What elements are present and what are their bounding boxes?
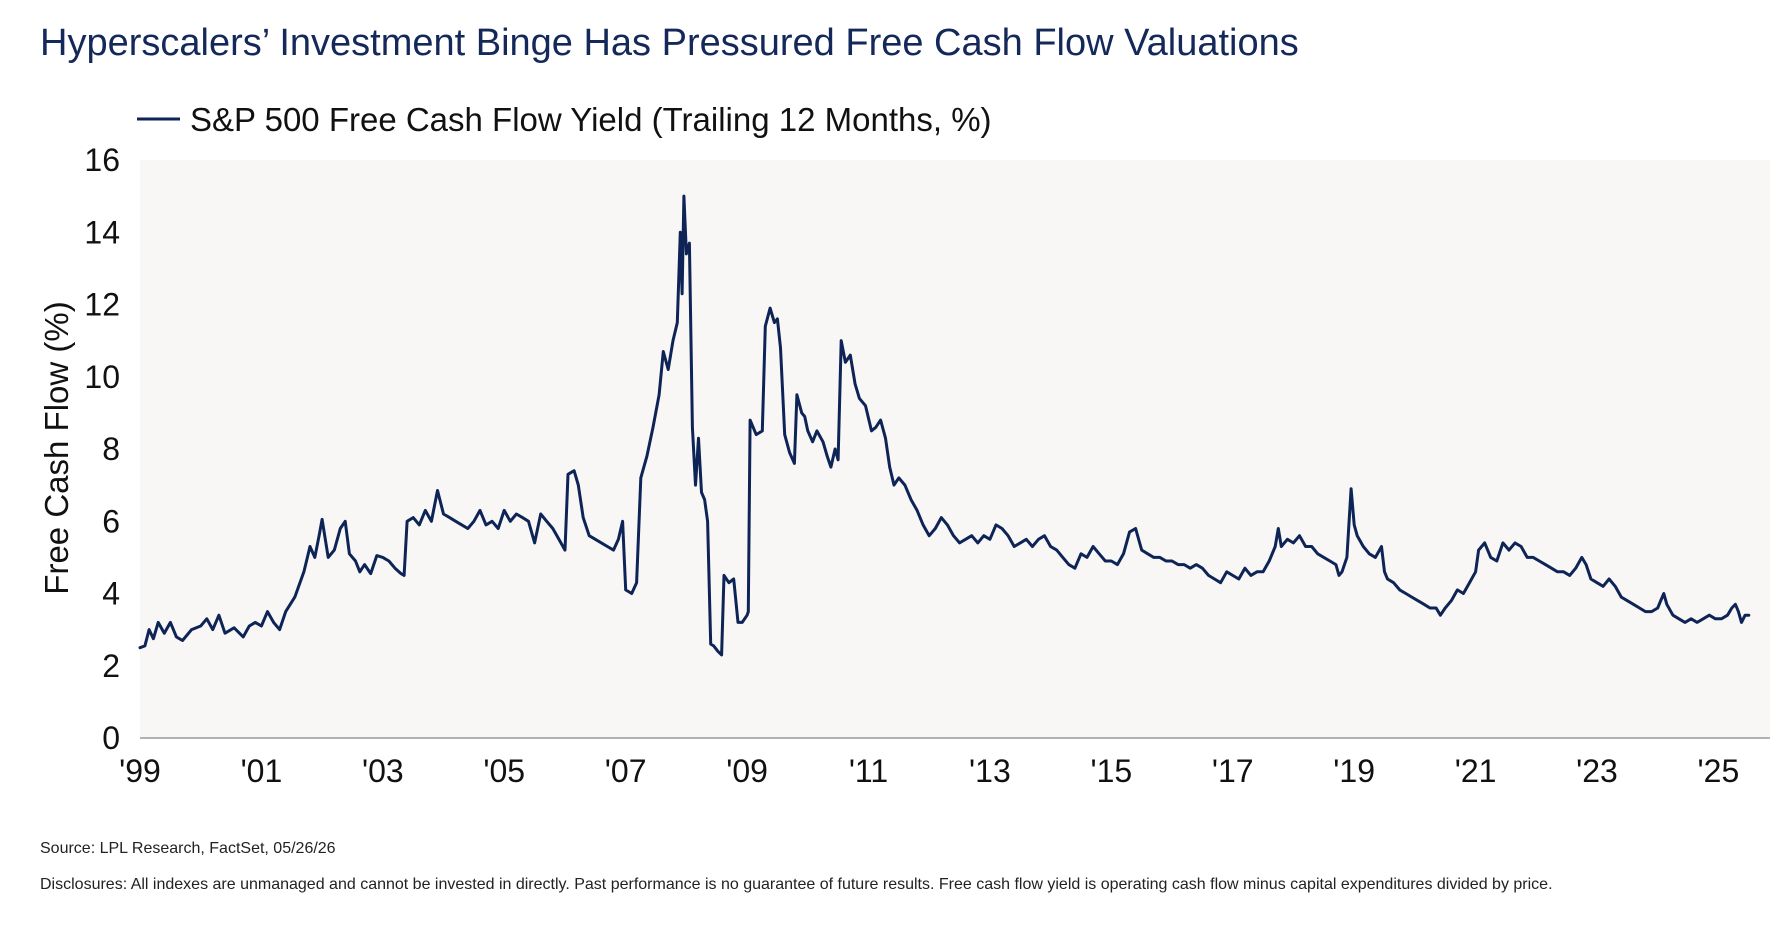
y-tick-label: 2 <box>102 648 120 684</box>
y-axis-ticks: 0 2 4 6 8 10 12 14 16 <box>84 142 120 756</box>
x-tick-label: '99 <box>119 753 161 789</box>
x-tick-label: '07 <box>605 753 647 789</box>
y-tick-label: 6 <box>102 503 120 539</box>
x-tick-label: '05 <box>483 753 525 789</box>
legend-label: S&P 500 Free Cash Flow Yield (Trailing 1… <box>190 101 992 138</box>
x-tick-label: '11 <box>849 753 888 789</box>
x-tick-label: '09 <box>726 753 768 789</box>
x-tick-label: '15 <box>1090 753 1132 789</box>
plot-area <box>140 160 1770 738</box>
y-tick-label: 14 <box>84 214 120 250</box>
x-tick-label: '21 <box>1455 753 1497 789</box>
y-tick-label: 4 <box>102 576 120 612</box>
x-axis-ticks: '99 '01 '03 '05 '07 '09 '11 '13 '15 '17 '19 '21 '23 '… <box>119 753 1739 789</box>
y-tick-label: 8 <box>102 431 120 467</box>
y-axis-title: Free Cash Flow (%) <box>38 301 75 594</box>
x-tick-label: '23 <box>1576 753 1618 789</box>
y-tick-label: 12 <box>84 287 120 323</box>
x-tick-label: '03 <box>362 753 404 789</box>
x-tick-label: '01 <box>241 753 283 789</box>
disclosure-note: Disclosures: All indexes are unmanaged a… <box>40 876 1553 893</box>
x-tick-label: '13 <box>969 753 1011 789</box>
x-tick-label: '19 <box>1333 753 1375 789</box>
source-note: Source: LPL Research, FactSet, 05/26/26 <box>40 840 336 857</box>
x-tick-label: '25 <box>1698 753 1740 789</box>
y-tick-label: 10 <box>84 359 120 395</box>
chart-title: Hyperscalers’ Investment Binge Has Press… <box>40 22 1299 64</box>
y-tick-label: 16 <box>84 142 120 178</box>
x-tick-label: '17 <box>1212 753 1254 789</box>
y-tick-label: 0 <box>102 720 120 756</box>
series-line-fcf-yield <box>138 194 1751 657</box>
